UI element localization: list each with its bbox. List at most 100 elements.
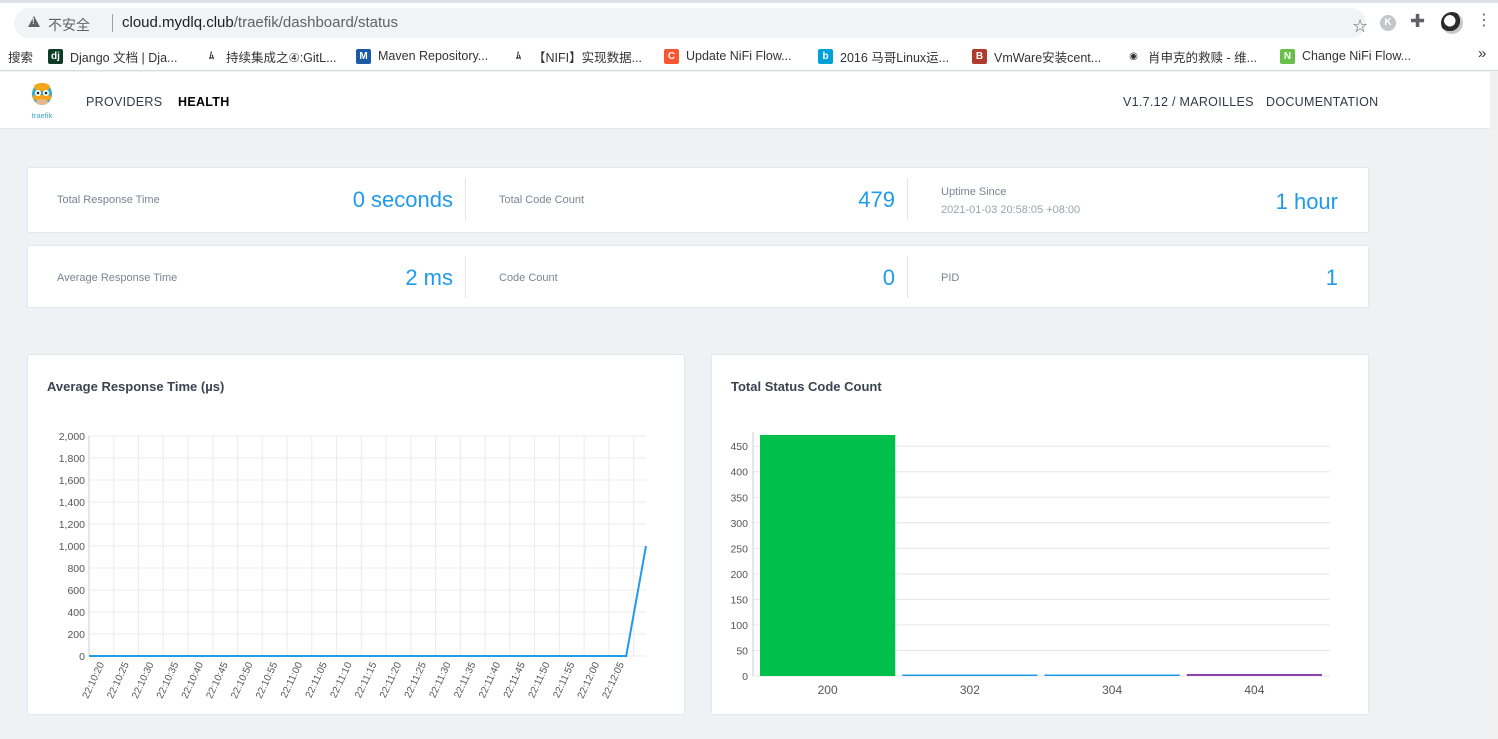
x-tick-label: 22:11:00 bbox=[279, 660, 305, 700]
y-tick-label: 400 bbox=[730, 467, 748, 479]
y-tick-label: 1,600 bbox=[59, 475, 85, 487]
total-code-count-label: Total Code Count bbox=[499, 194, 584, 206]
bookmark-label: Change NiFi Flow... bbox=[1302, 49, 1412, 63]
total-response-time-label: Total Response Time bbox=[57, 194, 160, 206]
x-tick-label: 22:11:45 bbox=[502, 660, 528, 700]
mvn-icon: M bbox=[356, 48, 371, 64]
y-tick-label: 100 bbox=[730, 620, 748, 632]
x-tick-label: 22:10:20 bbox=[81, 660, 108, 700]
bookmarks-bar: 搜索 dj Django 文档 | Dja... ﾑ 持续集成之④:GitL... M M… bbox=[0, 41, 1498, 71]
y-tick-label: 350 bbox=[730, 492, 748, 504]
status-code-chart-title: Total Status Code Count bbox=[731, 379, 882, 394]
stat-divider bbox=[907, 178, 908, 220]
x-tick-label: 22:10:35 bbox=[155, 660, 182, 700]
traefik-logo-icon[interactable]: traefik bbox=[28, 81, 56, 121]
total-response-time-value: 0 seconds bbox=[352, 187, 453, 212]
y-tick-label: 800 bbox=[67, 563, 85, 575]
bookmark-item[interactable]: B VmWare安装cent... bbox=[972, 46, 1101, 66]
b-logo-icon: B bbox=[972, 48, 987, 64]
address-bar[interactable]: 不安全 cloud.mydlq.club/traefik/dashboard/s… bbox=[14, 8, 1369, 38]
warning-icon[interactable] bbox=[28, 16, 40, 27]
x-tick-label: 302 bbox=[960, 683, 980, 697]
y-tick-label: 250 bbox=[730, 543, 748, 555]
stat-divider bbox=[465, 256, 466, 298]
total-code-count-value: 479 bbox=[858, 187, 895, 212]
x-tick-label: 22:12:05 bbox=[601, 660, 628, 700]
browser-menu-icon[interactable]: ⋮ bbox=[1476, 12, 1492, 29]
extensions-puzzle-icon[interactable]: ✚ bbox=[1410, 11, 1426, 31]
url-text[interactable]: cloud.mydlq.club/traefik/dashboard/statu… bbox=[122, 14, 398, 31]
bookmark-label: 【NIFI】实现数据... bbox=[533, 50, 643, 65]
y-tick-label: 1,200 bbox=[59, 519, 85, 531]
bar-404 bbox=[1186, 673, 1322, 676]
y-tick-label: 200 bbox=[67, 629, 85, 641]
stat-divider bbox=[465, 178, 466, 220]
y-tick-label: 1,000 bbox=[59, 541, 85, 553]
bookmark-item[interactable]: M Maven Repository... bbox=[356, 46, 488, 66]
documentation-link[interactable]: DOCUMENTATION bbox=[1266, 95, 1379, 109]
x-tick-label: 22:11:20 bbox=[378, 660, 404, 700]
x-tick-label: 304 bbox=[1102, 683, 1122, 697]
uptime-label: Uptime Since bbox=[941, 186, 1007, 198]
bookmark-item[interactable]: C Update NiFi Flow... bbox=[664, 46, 792, 66]
y-tick-label: 400 bbox=[67, 607, 85, 619]
url-separator bbox=[112, 14, 113, 32]
pid-value: 1 bbox=[1325, 265, 1338, 290]
nav-providers[interactable]: PROVIDERS bbox=[86, 95, 163, 109]
bookmark-star-icon[interactable]: ☆ bbox=[1352, 16, 1369, 36]
status-code-chart-card: Total Status Code Count 0 50 100 150 200 250 3… bbox=[711, 354, 1369, 715]
y-tick-label: 1,800 bbox=[59, 453, 85, 465]
nav-health[interactable]: HEALTH bbox=[178, 95, 230, 109]
extension-k-icon[interactable]: K bbox=[1380, 15, 1396, 31]
y-tick-label: 600 bbox=[67, 585, 85, 597]
y-tick-label: 450 bbox=[730, 441, 748, 453]
x-tick-label: 22:11:05 bbox=[304, 660, 330, 700]
url-host: cloud.mydlq.club bbox=[122, 14, 234, 31]
y-tick-label: 2,000 bbox=[59, 431, 85, 443]
y-tick-label: 150 bbox=[730, 594, 748, 606]
y-tick-label: 200 bbox=[730, 569, 748, 581]
code-count-label: Code Count bbox=[499, 272, 558, 284]
x-tick-label: 22:11:10 bbox=[329, 660, 355, 700]
feather-icon: ﾑ bbox=[204, 48, 219, 64]
x-tick-label: 22:10:25 bbox=[105, 660, 132, 700]
bookmark-search[interactable]: 搜索 bbox=[8, 50, 34, 65]
bookmark-item[interactable]: ﾑ 持续集成之④:GitL... bbox=[204, 46, 337, 66]
bookmark-label: Update NiFi Flow... bbox=[686, 49, 792, 63]
bookmark-item[interactable]: b 2016 马哥Linux运... bbox=[818, 46, 949, 66]
x-tick-label: 22:12:00 bbox=[576, 660, 603, 700]
bar-302 bbox=[902, 674, 1038, 676]
stat-divider bbox=[907, 256, 908, 298]
profile-avatar[interactable] bbox=[1441, 12, 1463, 34]
x-tick-label: 22:11:35 bbox=[452, 660, 478, 700]
logo-text: traefik bbox=[32, 111, 53, 120]
django-icon: dj bbox=[48, 48, 63, 64]
bookmark-item[interactable]: ﾑ 【NIFI】实现数据... bbox=[511, 46, 642, 66]
app-header: traefik PROVIDERS HEALTH V1.7.12 / MAROI… bbox=[0, 72, 1498, 129]
bookmark-item[interactable]: ◉ 肖申克的救赎 - 维... bbox=[1126, 46, 1257, 66]
x-tick-label: 22:11:15 bbox=[353, 660, 379, 700]
bookmark-item[interactable]: dj Django 文档 | Dja... bbox=[48, 46, 177, 66]
x-tick-label: 22:11:40 bbox=[477, 660, 503, 700]
response-time-series-line bbox=[89, 545, 647, 657]
bilibili-icon: b bbox=[818, 48, 833, 64]
bookmark-label: 肖申克的救赎 - 维... bbox=[1148, 50, 1258, 65]
bookmark-label: VmWare安装cent... bbox=[994, 50, 1102, 65]
bookmark-item[interactable]: N Change NiFi Flow... bbox=[1280, 46, 1411, 66]
browser-toolbar: 不安全 cloud.mydlq.club/traefik/dashboard/s… bbox=[0, 0, 1498, 41]
version-link[interactable]: V1.7.12 / MAROILLES bbox=[1123, 95, 1254, 109]
x-tick-label: 22:10:50 bbox=[229, 660, 256, 700]
bookmarks-overflow-icon[interactable]: » bbox=[1478, 45, 1487, 62]
x-tick-label: 200 bbox=[818, 683, 838, 697]
response-time-chart-card: Average Response Time (µs) 0 200 400 600 800… bbox=[27, 354, 685, 715]
scrollbar[interactable] bbox=[1490, 72, 1498, 739]
pid-label: PID bbox=[941, 272, 960, 284]
bookmark-label: 2016 马哥Linux运... bbox=[840, 50, 950, 65]
response-time-chart: 0 200 400 600 800 1,000 1,200 1,400 1,600 1,800 2,… bbox=[59, 431, 647, 701]
y-tick-label: 1,400 bbox=[59, 497, 85, 509]
x-tick-label: 22:10:45 bbox=[204, 660, 231, 700]
bookmark-label: 持续集成之④:GitL... bbox=[226, 50, 337, 65]
security-status[interactable]: 不安全 bbox=[48, 17, 90, 33]
response-time-chart-title: Average Response Time (µs) bbox=[47, 379, 225, 394]
x-tick-label: 404 bbox=[1244, 683, 1264, 697]
